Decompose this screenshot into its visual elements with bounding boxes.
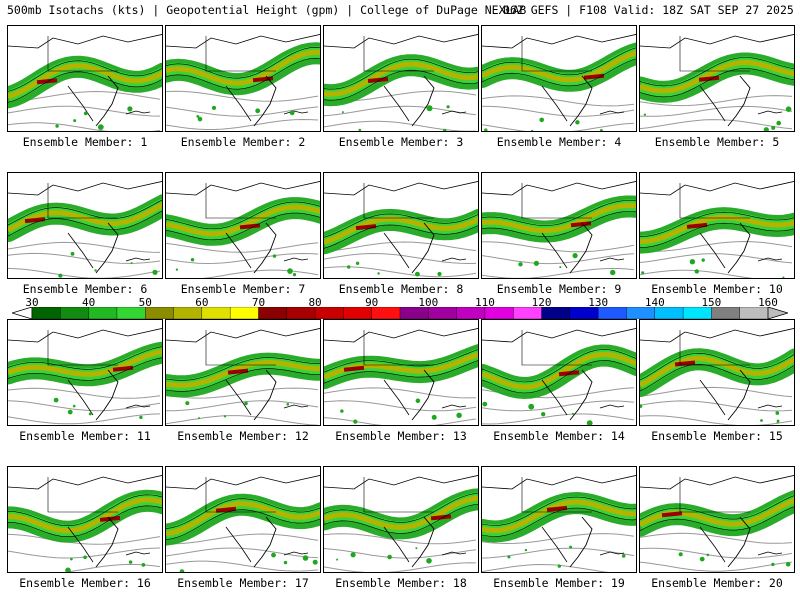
ensemble-map-16	[7, 466, 163, 573]
ensemble-label-3: Ensemble Member: 3	[338, 135, 464, 149]
ensemble-map-14	[481, 319, 637, 426]
ensemble-label-5: Ensemble Member: 5	[654, 135, 780, 149]
ensemble-label-14: Ensemble Member: 14	[493, 429, 625, 443]
run-info: 06Z GEFS | F108 Valid: 18Z SAT SEP 27 20…	[503, 3, 794, 17]
colorbar-tick: 110	[474, 296, 495, 309]
ensemble-label-19: Ensemble Member: 19	[493, 576, 625, 590]
ensemble-map-15	[639, 319, 795, 426]
colorbar-tick: 150	[701, 296, 722, 309]
colorbar-tick: 130	[588, 296, 609, 309]
ensemble-label-15: Ensemble Member: 15	[651, 429, 783, 443]
colorbar-tick: 90	[365, 296, 379, 309]
ensemble-label-18: Ensemble Member: 18	[335, 576, 467, 590]
ensemble-label-1: Ensemble Member: 1	[22, 135, 148, 149]
ensemble-map-18	[323, 466, 479, 573]
ensemble-label-17: Ensemble Member: 17	[177, 576, 309, 590]
ensemble-map-1	[7, 25, 163, 132]
colorbar-tick: 100	[418, 296, 439, 309]
ensemble-label-13: Ensemble Member: 13	[335, 429, 467, 443]
ensemble-label-6: Ensemble Member: 6	[22, 282, 148, 296]
colorbar-tick: 60	[195, 296, 209, 309]
colorbar-tick: 80	[308, 296, 322, 309]
ensemble-map-17	[165, 466, 321, 573]
ensemble-label-4: Ensemble Member: 4	[496, 135, 622, 149]
ensemble-label-12: Ensemble Member: 12	[177, 429, 309, 443]
colorbar-tick: 30	[25, 296, 39, 309]
ensemble-map-13	[323, 319, 479, 426]
colorbar-tick: 120	[531, 296, 552, 309]
colorbar-tick: 160	[758, 296, 778, 309]
ensemble-label-8: Ensemble Member: 8	[338, 282, 464, 296]
ensemble-map-9	[481, 172, 637, 279]
ensemble-map-12	[165, 319, 321, 426]
ensemble-map-8	[323, 172, 479, 279]
ensemble-label-10: Ensemble Member: 10	[651, 282, 783, 296]
ensemble-label-7: Ensemble Member: 7	[180, 282, 306, 296]
ensemble-map-7	[165, 172, 321, 279]
ensemble-map-6	[7, 172, 163, 279]
ensemble-label-9: Ensemble Member: 9	[496, 282, 622, 296]
isotach-colorbar	[12, 307, 788, 319]
ensemble-map-20	[639, 466, 795, 573]
ensemble-map-19	[481, 466, 637, 573]
ensemble-label-2: Ensemble Member: 2	[180, 135, 306, 149]
colorbar-tick: 40	[81, 296, 96, 309]
ensemble-map-2	[165, 25, 321, 132]
chart-title: 500mb Isotachs (kts) | Geopotential Heig…	[7, 3, 527, 17]
ensemble-map-4	[481, 25, 637, 132]
ensemble-label-20: Ensemble Member: 20	[651, 576, 783, 590]
ensemble-label-16: Ensemble Member: 16	[19, 576, 151, 590]
ensemble-map-10	[639, 172, 795, 279]
colorbar-tick: 50	[138, 296, 152, 309]
colorbar-tick: 70	[251, 296, 266, 309]
ensemble-map-3	[323, 25, 479, 132]
ensemble-map-11	[7, 319, 163, 426]
colorbar-tick: 140	[644, 296, 665, 309]
ensemble-label-11: Ensemble Member: 11	[19, 429, 151, 443]
ensemble-map-5	[639, 25, 795, 132]
